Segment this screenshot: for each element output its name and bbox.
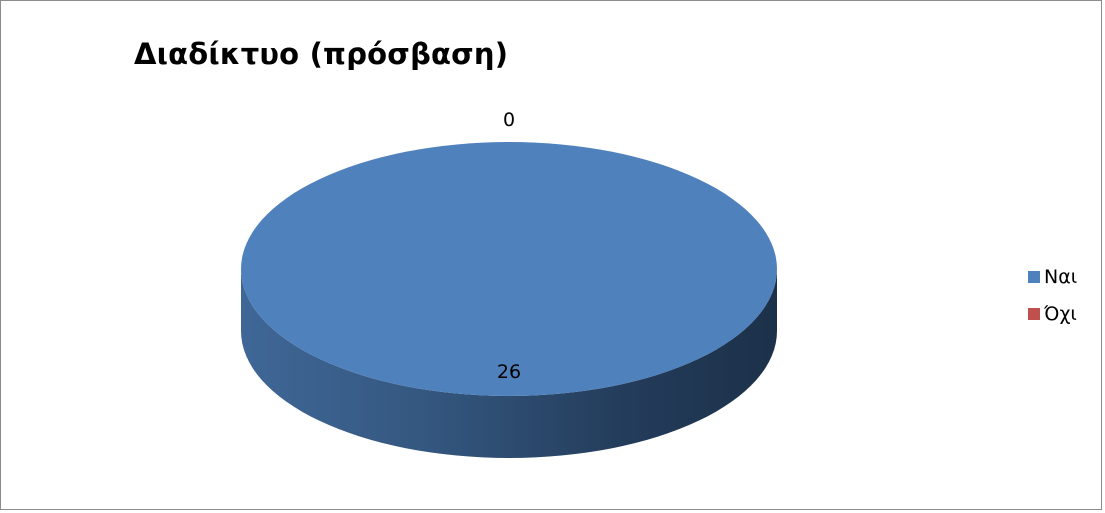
pie-slice-side-0 xyxy=(241,269,777,458)
data-label-0: 26 xyxy=(497,361,521,383)
legend-item-ochi: Όχι xyxy=(1028,300,1077,328)
legend-item-nai: Ναι xyxy=(1028,263,1077,291)
legend-swatch-nai xyxy=(1028,271,1040,283)
legend-label-nai: Ναι xyxy=(1044,266,1078,288)
legend-label-ochi: Όχι xyxy=(1044,303,1077,325)
data-label-1: 0 xyxy=(503,109,515,131)
pie-slices xyxy=(241,142,777,458)
data-labels: 26 0 xyxy=(497,109,521,383)
chart-title: Διαδίκτυο (πρόσβαση) xyxy=(134,37,509,71)
legend: Ναι Όχι xyxy=(1028,263,1077,337)
legend-swatch-ochi xyxy=(1028,308,1040,320)
pie-slice-0 xyxy=(241,142,777,396)
